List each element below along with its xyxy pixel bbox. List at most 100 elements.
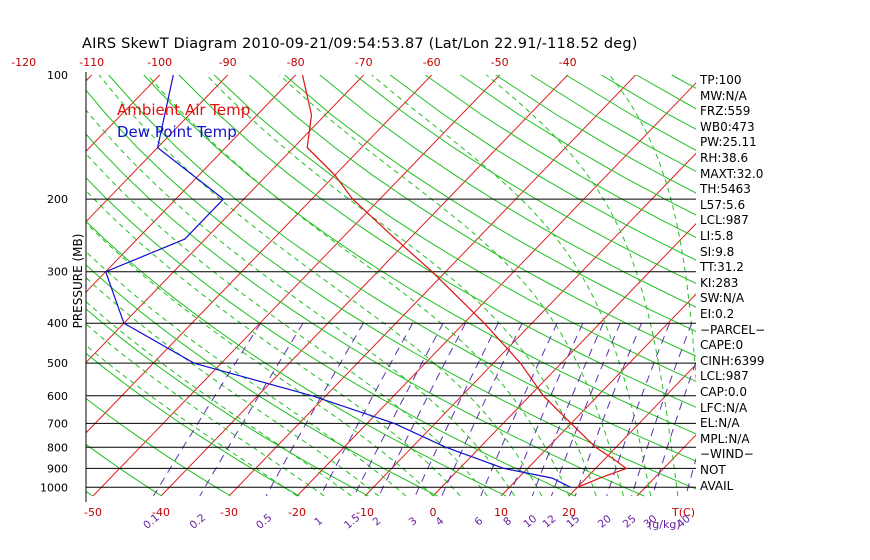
top-temp-tick-label: -90 [219,56,237,69]
index-entry: −WIND− [700,447,754,462]
dry-adiabat-line [249,74,696,357]
index-entry: PW:25.11 [700,135,757,150]
moist-adiabat-line [279,74,624,497]
index-entry: LCL:987 [700,369,749,384]
dry-adiabat-line [848,75,870,496]
isotherm-line [228,74,637,497]
pressure-tick-label: 1000 [40,481,68,494]
dry-adiabat-line [108,74,696,462]
mixing-ratio-line [509,322,584,497]
chart-title: AIRS SkewT Diagram 2010-09-21/09:54:53.8… [82,36,638,52]
moist-adiabat-line [86,301,352,497]
top-temp-tick-label: -60 [423,56,441,69]
dry-adiabat-line [86,177,576,497]
moist-adiabat-line [86,277,379,497]
pressure-tick-label: 600 [47,390,68,403]
index-entry: WB0:473 [700,119,755,134]
moist-adiabat-line [86,222,434,497]
index-entry: CAP:0.0 [700,385,747,399]
mixing-ratio-label: 12 [540,513,558,531]
index-entry: EI:0.2 [700,307,735,321]
isotherm-line [296,82,696,497]
top-temp-tick-label: -100 [147,56,172,69]
mixing-ratio-line [531,322,604,497]
mixing-ratio-line [631,323,693,497]
isotherm-line [86,74,297,293]
index-entry: MAXT:32.0 [700,166,764,181]
mixing-ratio-line [265,322,364,497]
isotherm-line [86,74,433,434]
moist-adiabat-line [86,323,325,497]
mixing-ratio-line [606,323,670,497]
top-temp-tick-label: -70 [355,56,373,69]
isotherm-line [841,75,870,496]
dry-adiabat-line [86,133,645,497]
isotherm-line [86,74,365,364]
index-entry: LI:5.8 [700,229,734,243]
mixing-ratio-label: 25 [621,513,639,531]
mixing-ratio-line [320,322,414,497]
top-temp-tick-label: -80 [287,56,305,69]
profiles [104,74,628,488]
dry-adiabat-line [777,75,870,496]
isotherm-line [86,74,161,152]
index-entry: CINH:6399 [700,353,765,368]
moist-adiabat-line [86,109,516,497]
dry-adiabat-line [213,74,696,382]
isotherm-line [568,363,696,497]
index-entry: FRZ:559 [700,104,751,119]
moist-adiabat-line [86,190,461,497]
pressure-tick-label: 400 [47,317,68,330]
pressure-lines [85,72,696,502]
pressure-tick-label: 100 [47,69,68,82]
dry-adiabat-line [742,75,870,496]
mixing-ratio-line [353,322,444,497]
isotherm-line [86,74,229,223]
index-entry: AVAIL [700,478,734,493]
isotherm-line [432,223,696,497]
index-entry: MW:N/A [700,88,747,103]
mixing-ratio-label: 0.2 [188,512,209,532]
isotherm-line [0,75,24,496]
pressure-tick-label: 900 [47,462,68,475]
mixing-ratio-label: 6 [472,515,485,529]
dry-adiabat-line [86,308,369,497]
dewpoint-profile-line [104,74,571,488]
top-temp-tick-label: -40 [559,56,577,69]
bottom-temp-tick-label: 10 [494,506,508,519]
mixing-ratio-line [685,457,696,497]
dry-adiabat-line [389,74,696,261]
mixing-ratio-line [480,322,558,497]
moist-adiabat-line [609,74,696,384]
moist-adiabat-line [98,74,543,497]
mixing-ratio-label: 20 [596,513,614,531]
bottom-temp-tick-label: 20 [562,506,576,519]
isotherm-line [773,75,870,496]
mixing-ratio-line [651,360,696,497]
y-axis-label: PRESSURE (MB) [71,234,85,329]
index-entry: −PARCEL− [700,322,766,337]
dry-adiabat-line [86,220,507,497]
isotherm-line [364,152,696,497]
mixing-ratio-line [441,322,523,497]
dry-adiabat-line [284,74,696,332]
mixing-ratio-label: 0.5 [254,512,275,532]
pressure-tick-label: 300 [47,266,68,279]
pressure-tick-label: 200 [47,193,68,206]
index-entry: TP:100 [700,73,742,87]
mixing-ratio-label: 3 [407,515,420,528]
dry-adiabat-line [460,74,696,216]
mixing-ratio-line [550,323,621,497]
top-temp-tick-label: -50 [491,56,509,69]
dry-adiabat-line [425,74,696,239]
index-entry: NOT [700,463,726,477]
mixing-ratio-line [414,322,499,497]
dry-adiabat-line [86,89,696,490]
top-temp-tick-label: -120 [11,56,36,69]
bottom-temp-tick-label: -20 [288,506,306,519]
mixing-ratio-label: 2 [371,515,384,528]
moist-adiabat-line [147,74,570,497]
isotherm-line [160,74,569,497]
dry-adiabat-line [813,75,870,496]
mixing-ratio-label: 8 [501,515,514,528]
